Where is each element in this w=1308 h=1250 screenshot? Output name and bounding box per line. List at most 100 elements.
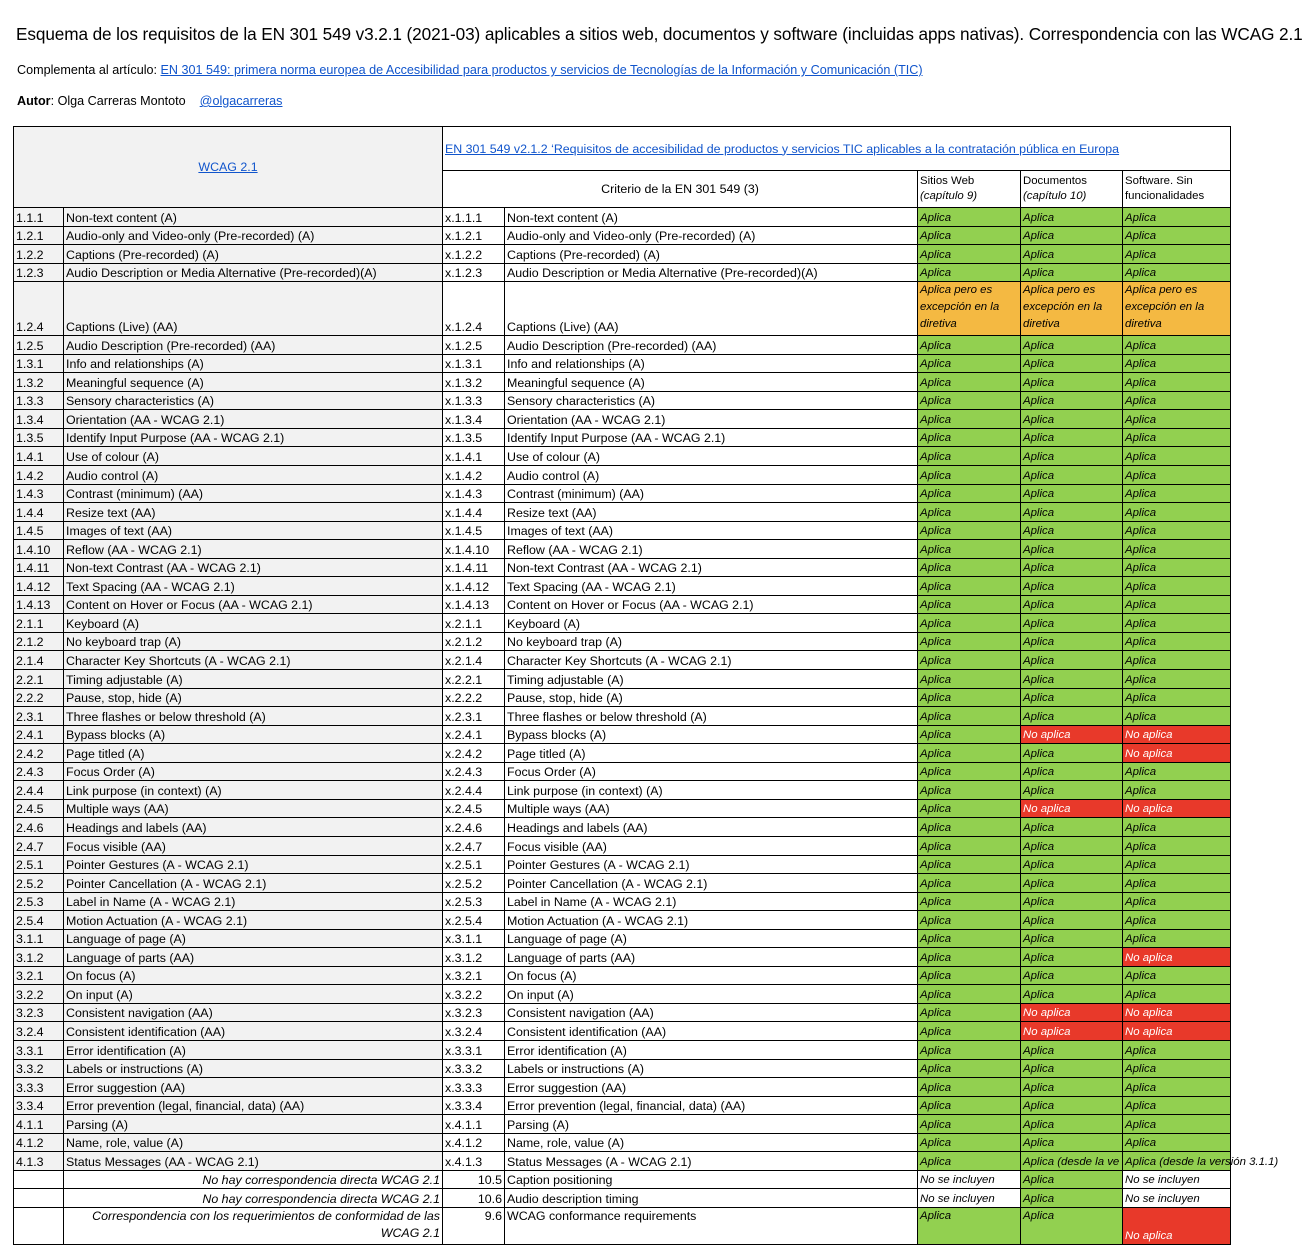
en-id: x.1.4.1	[442, 446, 505, 467]
table-row: 1.4.3 Contrast (minimum) (AA) x.1.4.3 Contr…	[13, 483, 1232, 504]
status-web: Aplica	[917, 557, 1021, 578]
wcag-name: Timing adjustable (A)	[63, 669, 443, 689]
status-soft: Aplica	[1121, 687, 1232, 708]
table-row: 3.1.1 Language of page (A) x.3.1.1 Language…	[13, 928, 1232, 949]
status-soft: Aplica	[1121, 225, 1232, 246]
status-doc: Aplica	[1020, 594, 1123, 615]
wcag-id: 1.4.1	[13, 446, 64, 467]
en-name: Error suggestion (AA)	[504, 1077, 918, 1097]
en-name: Bypass blocks (A)	[504, 724, 918, 745]
status-doc: Aplica (desde la ve	[1020, 1151, 1123, 1171]
status-doc: Aplica	[1020, 891, 1123, 912]
status-web: Aplica	[917, 446, 1021, 467]
en-id: x.1.4.3	[442, 483, 505, 504]
status-doc: Aplica	[1020, 1095, 1123, 1116]
table-row: 1.4.10 Reflow (AA - WCAG 2.1) x.1.4.10 Refl…	[13, 539, 1232, 559]
wcag-name: On focus (A)	[63, 965, 443, 986]
wcag-id: 1.1.1	[13, 207, 64, 227]
status-doc: Aplica	[1020, 1132, 1123, 1153]
wcag-name: Captions (Pre-recorded) (A)	[63, 244, 443, 264]
status-soft: Aplica	[1121, 984, 1232, 1004]
en-name: No keyboard trap (A)	[504, 631, 918, 652]
status-doc: Aplica	[1020, 390, 1123, 411]
en-name: Captions (Pre-recorded) (A)	[504, 244, 918, 264]
en-id: x.1.2.5	[442, 335, 505, 355]
wcag-id: 1.4.11	[13, 557, 64, 578]
wcag-name: Error prevention (legal, financial, data…	[63, 1095, 443, 1116]
table-row: 2.4.1 Bypass blocks (A) x.2.4.1 Bypass bloc…	[13, 724, 1232, 745]
status-soft: Aplica	[1121, 483, 1232, 504]
en-header: EN 301 549 v2.1.2 ‘Requisitos de accesib…	[441, 126, 1232, 171]
wcag-id: 2.5.3	[13, 891, 64, 912]
wcag-id: 4.1.1	[13, 1114, 64, 1134]
table-row: 2.1.4 Character Key Shortcuts (A - WCAG 2…	[13, 650, 1232, 671]
wcag-name: On input (A)	[63, 984, 443, 1004]
wcag-name: Text Spacing (AA - WCAG 2.1)	[63, 576, 443, 596]
header-row-2: Criterio de la EN 301 549 (3) Sitios Web…	[14, 170, 1232, 208]
en-id: x.3.2.1	[442, 965, 505, 986]
wcag-name: Captions (Live) (AA)	[63, 281, 443, 337]
col-soft-header: Software. Sin funcionalidades	[1121, 170, 1232, 208]
en-id: x.4.1.3	[442, 1151, 505, 1171]
wcag-id: 2.4.7	[13, 835, 64, 856]
status-doc: Aplica	[1020, 780, 1123, 800]
en-id: x.2.4.3	[442, 761, 505, 782]
en-id: x.1.2.3	[442, 262, 505, 283]
status-web: Aplica	[917, 244, 1021, 264]
status-web: No se incluyen	[917, 1188, 1021, 1208]
wcag-header: WCAG 2.1	[13, 126, 443, 208]
en-name: Character Key Shortcuts (A - WCAG 2.1)	[504, 650, 918, 671]
en-id: 9.6	[442, 1206, 505, 1245]
en-id: 10.6	[442, 1188, 505, 1208]
status-soft: No aplica	[1121, 743, 1232, 763]
en-name: Captions (Live) (AA)	[504, 281, 918, 337]
table-row: 1.3.2 Meaningful sequence (A) x.1.3.2 Meani…	[13, 372, 1232, 392]
en-link[interactable]: EN 301 549 v2.1.2 ‘Requisitos de accesib…	[445, 141, 1120, 156]
en-name: Pause, stop, hide (A)	[504, 687, 918, 708]
table-row: 2.4.6 Headings and labels (AA) x.2.4.6 Head…	[13, 817, 1232, 837]
author-handle-link[interactable]: @olgacarreras	[199, 94, 283, 108]
status-doc: Aplica	[1020, 817, 1123, 837]
col-web-label: Sitios Web	[920, 175, 975, 187]
wcag-name: Bypass blocks (A)	[63, 724, 443, 745]
status-doc: Aplica	[1020, 502, 1123, 522]
status-soft: Aplica	[1121, 965, 1232, 986]
en-id: x.2.2.2	[442, 687, 505, 708]
en-name: Label in Name (A - WCAG 2.1)	[504, 891, 918, 912]
wcag-id: 2.1.4	[13, 650, 64, 671]
table-row: 1.4.12 Text Spacing (AA - WCAG 2.1) x.1.4.…	[13, 576, 1232, 596]
wcag-id: 1.2.1	[13, 225, 64, 246]
status-doc: Aplica	[1020, 1114, 1123, 1134]
wcag-name: Use of colour (A)	[63, 446, 443, 467]
status-doc: Aplica	[1020, 984, 1123, 1004]
en-id: x.3.2.2	[442, 984, 505, 1004]
en-name: Text Spacing (AA - WCAG 2.1)	[504, 576, 918, 596]
status-doc: Aplica	[1020, 539, 1123, 559]
status-web: Aplica	[917, 706, 1021, 726]
wcag-name: Pointer Cancellation (A - WCAG 2.1)	[63, 873, 443, 893]
table-row: 2.4.2 Page titled (A) x.2.4.2 Page titled (…	[13, 743, 1232, 763]
status-soft: Aplica	[1121, 207, 1232, 227]
status-soft: No aplica	[1121, 724, 1232, 745]
wcag-link[interactable]: WCAG 2.1	[198, 160, 258, 174]
wcag-name: Audio Description (Pre-recorded) (AA)	[63, 335, 443, 355]
status-soft: No aplica	[1121, 1002, 1232, 1023]
complementa-line: Complementa al artículo: EN 301 549: pri…	[17, 63, 923, 77]
header-row-1: WCAG 2.1 EN 301 549 v2.1.2 ‘Requisitos d…	[13, 126, 1232, 208]
wcag-name: Consistent identification (AA)	[63, 1021, 443, 1041]
en-name: Non-text Contrast (AA - WCAG 2.1)	[504, 557, 918, 578]
wcag-id: 2.5.4	[13, 910, 64, 930]
wcag-name: Pointer Gestures (A - WCAG 2.1)	[63, 854, 443, 875]
table-row: 2.1.1 Keyboard (A) x.2.1.1 Keyboard (A) Apli…	[13, 613, 1232, 633]
wcag-id	[13, 1206, 64, 1245]
status-doc: Aplica	[1020, 631, 1123, 652]
status-web: Aplica	[917, 520, 1021, 541]
status-doc: Aplica	[1020, 873, 1123, 893]
article-link[interactable]: EN 301 549: primera norma europea de Acc…	[160, 63, 923, 77]
en-name: Pointer Gestures (A - WCAG 2.1)	[504, 854, 918, 875]
status-doc: Aplica	[1020, 613, 1123, 633]
en-id: x.1.1.1	[442, 207, 505, 227]
status-soft: Aplica	[1121, 335, 1232, 355]
status-doc: Aplica	[1020, 576, 1123, 596]
wcag-id: 1.4.12	[13, 576, 64, 596]
